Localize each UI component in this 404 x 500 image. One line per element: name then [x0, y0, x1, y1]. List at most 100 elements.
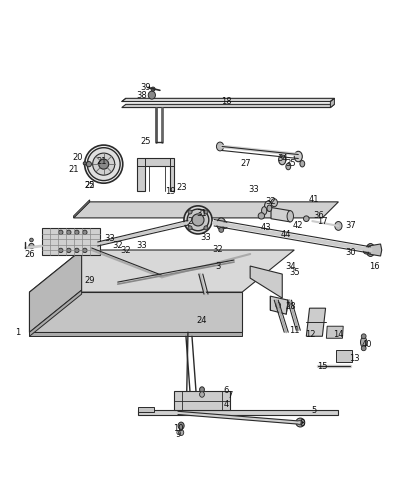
- Ellipse shape: [200, 387, 204, 392]
- Text: 33: 33: [201, 234, 211, 242]
- Ellipse shape: [361, 346, 366, 350]
- Text: 27: 27: [241, 159, 251, 168]
- Text: 17: 17: [317, 218, 328, 226]
- Ellipse shape: [75, 230, 79, 234]
- Polygon shape: [138, 408, 154, 412]
- Ellipse shape: [179, 430, 184, 436]
- Ellipse shape: [59, 248, 63, 252]
- Ellipse shape: [188, 226, 192, 230]
- Ellipse shape: [271, 198, 278, 206]
- Polygon shape: [306, 308, 326, 336]
- Polygon shape: [122, 104, 335, 108]
- Polygon shape: [74, 202, 339, 218]
- Text: 43: 43: [261, 224, 271, 232]
- Text: 9: 9: [175, 430, 181, 439]
- Ellipse shape: [67, 230, 71, 234]
- Polygon shape: [250, 266, 282, 298]
- Ellipse shape: [223, 222, 228, 228]
- Text: 8: 8: [300, 419, 305, 428]
- Ellipse shape: [184, 206, 212, 234]
- Ellipse shape: [188, 210, 192, 214]
- Text: 13: 13: [349, 354, 360, 363]
- Text: 21: 21: [68, 166, 79, 174]
- Text: 37: 37: [345, 222, 356, 230]
- Polygon shape: [271, 208, 290, 222]
- Text: 32: 32: [120, 246, 131, 256]
- Text: 25: 25: [84, 182, 95, 190]
- Text: 2: 2: [187, 218, 193, 226]
- Ellipse shape: [276, 302, 281, 308]
- Ellipse shape: [67, 248, 71, 252]
- Text: 18: 18: [221, 97, 231, 106]
- Polygon shape: [174, 391, 230, 410]
- Polygon shape: [368, 244, 382, 256]
- Text: 26: 26: [24, 250, 35, 258]
- Ellipse shape: [366, 244, 375, 256]
- Text: 12: 12: [305, 330, 316, 339]
- Text: 20: 20: [72, 153, 83, 162]
- Text: 40: 40: [361, 340, 372, 349]
- Ellipse shape: [83, 248, 87, 252]
- Ellipse shape: [294, 152, 302, 162]
- Text: 3: 3: [215, 262, 221, 270]
- Text: 1: 1: [15, 328, 20, 337]
- Text: 38: 38: [137, 91, 147, 100]
- Ellipse shape: [204, 226, 208, 230]
- Ellipse shape: [148, 91, 156, 99]
- Text: 33: 33: [137, 242, 147, 250]
- Ellipse shape: [93, 153, 115, 175]
- Text: 36: 36: [313, 212, 324, 220]
- Polygon shape: [137, 158, 174, 190]
- Ellipse shape: [187, 209, 209, 231]
- Ellipse shape: [303, 216, 309, 222]
- Ellipse shape: [300, 160, 305, 167]
- Text: 42: 42: [293, 222, 303, 230]
- Ellipse shape: [200, 392, 204, 397]
- Polygon shape: [337, 350, 352, 362]
- Polygon shape: [29, 292, 242, 333]
- Text: 4: 4: [223, 400, 229, 409]
- Ellipse shape: [360, 337, 367, 347]
- Ellipse shape: [335, 222, 342, 230]
- Text: 29: 29: [84, 276, 95, 284]
- Text: 22: 22: [84, 182, 95, 190]
- Ellipse shape: [99, 159, 109, 169]
- Ellipse shape: [298, 420, 303, 425]
- Ellipse shape: [29, 238, 33, 242]
- Ellipse shape: [267, 205, 272, 212]
- Text: 16: 16: [369, 262, 380, 270]
- Text: 10: 10: [173, 424, 183, 433]
- Ellipse shape: [83, 162, 86, 165]
- Polygon shape: [330, 98, 335, 108]
- Text: 5: 5: [312, 406, 317, 415]
- Ellipse shape: [361, 334, 366, 338]
- Ellipse shape: [204, 210, 208, 214]
- Ellipse shape: [178, 422, 184, 430]
- Ellipse shape: [85, 145, 123, 183]
- Text: 35: 35: [285, 159, 296, 168]
- Polygon shape: [122, 98, 335, 102]
- Polygon shape: [29, 332, 242, 336]
- Text: 44: 44: [281, 230, 292, 239]
- Text: 28: 28: [285, 302, 296, 310]
- Ellipse shape: [258, 212, 265, 219]
- Text: 32: 32: [213, 246, 223, 254]
- Text: 35: 35: [289, 268, 300, 276]
- Text: 11: 11: [289, 326, 299, 334]
- Ellipse shape: [363, 248, 370, 254]
- Text: 14: 14: [333, 330, 344, 339]
- Ellipse shape: [219, 228, 224, 232]
- Text: 39: 39: [141, 83, 151, 92]
- Text: 41: 41: [309, 196, 320, 204]
- Text: 33: 33: [104, 234, 115, 244]
- Text: 34: 34: [285, 262, 296, 270]
- Ellipse shape: [286, 164, 290, 170]
- Polygon shape: [29, 250, 294, 292]
- Ellipse shape: [83, 230, 87, 234]
- Ellipse shape: [87, 148, 120, 180]
- Polygon shape: [29, 290, 82, 337]
- Text: 34: 34: [277, 154, 288, 163]
- Text: 6: 6: [223, 386, 229, 395]
- Ellipse shape: [86, 162, 91, 166]
- Text: 32: 32: [265, 198, 276, 206]
